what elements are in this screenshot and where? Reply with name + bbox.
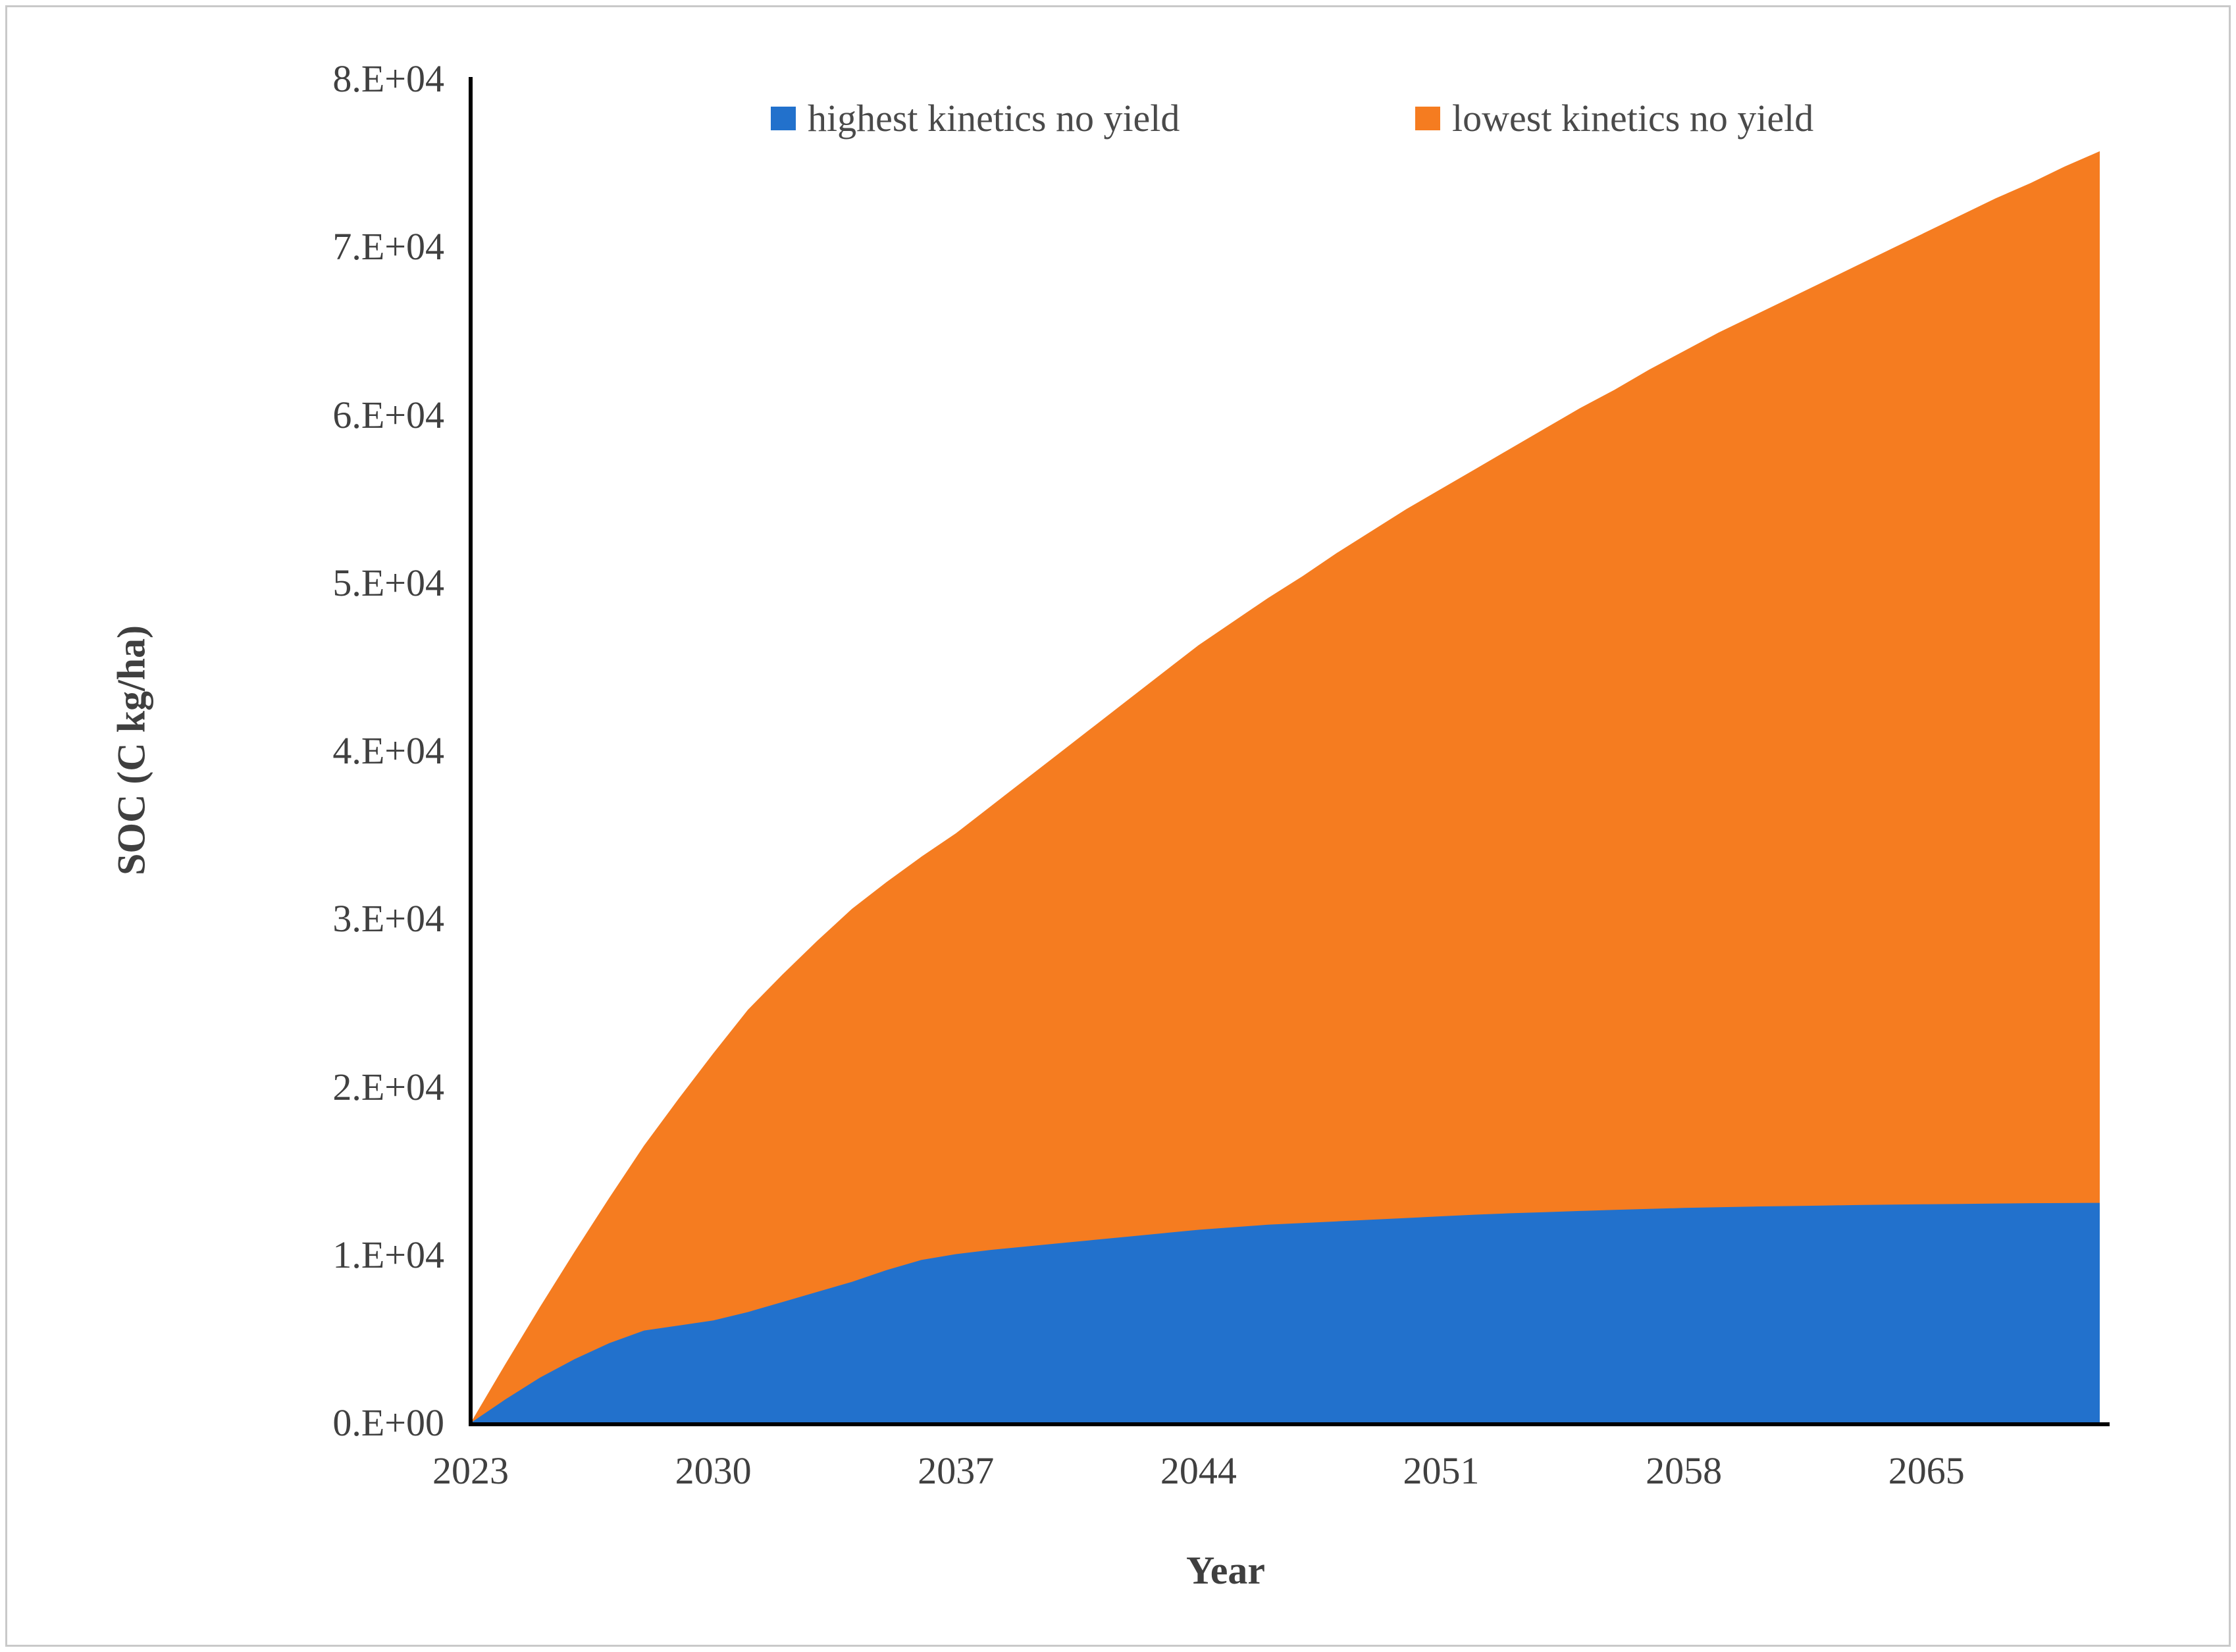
area-series-1 — [471, 151, 2100, 1423]
x-tick-label: 2051 — [1403, 1449, 1480, 1492]
y-tick-label: 2.E+04 — [332, 1065, 444, 1108]
y-tick-label: 4.E+04 — [332, 729, 444, 772]
x-tick-label: 2030 — [675, 1449, 752, 1492]
x-axis-line — [469, 1422, 2110, 1426]
y-axis-line — [469, 77, 473, 1426]
y-axis-title: SOC (C kg/ha) — [109, 625, 153, 876]
y-tick-label: 3.E+04 — [332, 897, 444, 941]
x-axis-title: Year — [1186, 1549, 1265, 1592]
y-tick-label: 0.E+00 — [332, 1401, 444, 1444]
y-tick-label: 8.E+04 — [332, 57, 444, 100]
y-tick-label: 6.E+04 — [332, 393, 444, 436]
y-tick-label: 7.E+04 — [332, 225, 444, 269]
x-tick-label: 2023 — [432, 1449, 509, 1492]
x-tick-label: 2065 — [1888, 1449, 1965, 1492]
x-tick-label: 2058 — [1646, 1449, 1723, 1492]
y-tick-label: 1.E+04 — [332, 1233, 444, 1276]
x-tick-label: 2044 — [1160, 1449, 1237, 1492]
x-tick-label: 2037 — [918, 1449, 995, 1492]
area-series-0 — [471, 1202, 2100, 1423]
y-tick-label: 5.E+04 — [332, 561, 444, 604]
